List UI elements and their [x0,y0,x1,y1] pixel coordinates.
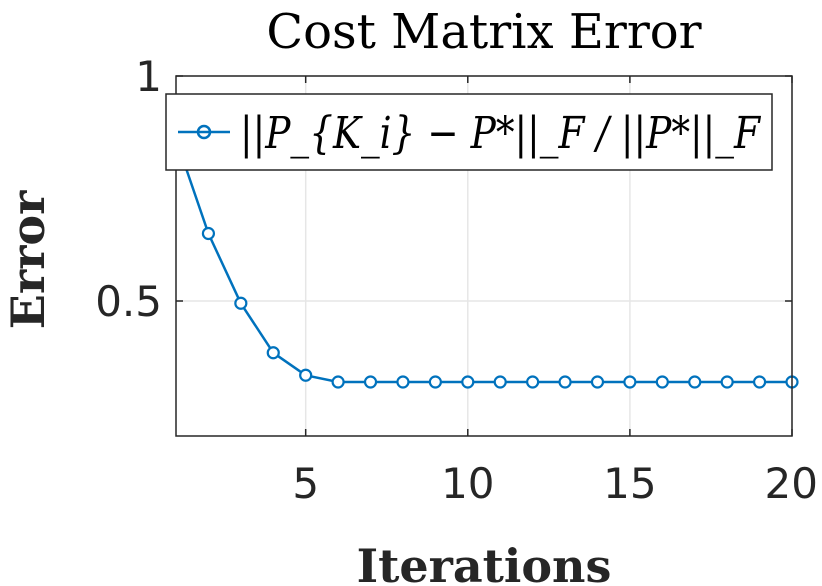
x-tick-label: 15 [603,459,656,508]
data-point [558,375,572,389]
x-tick-label: 20 [765,459,818,508]
data-point [752,375,767,389]
data-point [428,375,442,389]
legend: ||P_{K_i} − P*||_F / ||P*||_F [165,93,773,171]
data-point [234,296,248,310]
x-axis-label: Iterations [357,539,612,586]
y-tick-label: 1 [135,52,162,101]
y-axis-label: Error [1,190,55,329]
data-point [720,375,734,389]
data-point [493,375,507,389]
data-point [461,375,475,389]
legend-label: ||P_{K_i} − P*||_F / ||P*||_F [240,108,761,159]
axes-box [175,75,793,437]
y-tick-label: 0.5 [95,277,162,326]
data-point [688,375,702,389]
chart-title: Cost Matrix Error [266,4,701,60]
tick-labels: 5 10 15 20 0.5 1 [95,52,818,508]
axes [175,75,793,437]
data-point [201,226,216,241]
data-point [655,375,669,389]
data-point [363,375,378,389]
data-point [331,375,345,389]
x-tick-label: 10 [441,459,494,508]
data-point [299,368,313,382]
data-point [266,346,280,360]
data-point [623,375,637,389]
data-point [526,375,540,389]
legend-box [165,93,773,171]
data-point [396,375,410,389]
data-point [590,375,605,389]
x-tick-label: 5 [292,459,319,508]
legend-marker-sample [196,124,212,140]
